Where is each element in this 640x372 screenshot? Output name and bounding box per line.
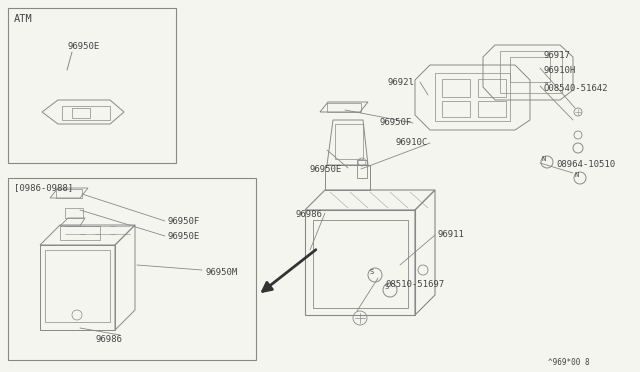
Bar (510, 57, 550, 82)
Text: 08964-10510: 08964-10510 (556, 160, 615, 169)
Text: 96950M: 96950M (205, 268, 237, 277)
Bar (313, 220, 408, 308)
Bar (442, 79, 470, 97)
Text: 96986: 96986 (95, 335, 122, 344)
Text: 08510-51697: 08510-51697 (385, 280, 444, 289)
Bar (62, 106, 110, 120)
Bar (8, 178, 256, 360)
Text: 96950E: 96950E (168, 232, 200, 241)
Text: 96950F: 96950F (168, 217, 200, 226)
Text: 96950F: 96950F (380, 118, 412, 127)
Text: N: N (542, 156, 546, 162)
Text: 96910H: 96910H (543, 66, 575, 75)
Text: 96950E: 96950E (310, 165, 342, 174)
Text: ATM: ATM (14, 14, 33, 24)
Bar (478, 101, 506, 117)
Text: 96911: 96911 (437, 230, 464, 239)
Text: 96950E: 96950E (68, 42, 100, 51)
Bar (435, 73, 510, 121)
Text: ^969*00 8: ^969*00 8 (548, 358, 589, 367)
Text: 96986: 96986 (295, 210, 322, 219)
Bar (357, 160, 367, 178)
Text: 96917: 96917 (543, 51, 570, 60)
Bar (478, 79, 506, 97)
Bar (500, 51, 562, 93)
Text: 9692l: 9692l (388, 78, 415, 87)
Text: N: N (575, 172, 579, 178)
Bar (60, 226, 100, 240)
Bar (56, 189, 82, 198)
Text: S: S (385, 284, 389, 290)
Text: [0986-0988]: [0986-0988] (14, 183, 73, 192)
Text: 96910C: 96910C (395, 138, 428, 147)
Bar (72, 108, 90, 118)
Bar (8, 8, 176, 163)
Bar (45, 250, 110, 322)
Bar (442, 101, 470, 117)
Bar (335, 124, 363, 159)
Text: Õ08540-51642: Õ08540-51642 (543, 84, 607, 93)
Bar (65, 208, 83, 218)
Text: S: S (370, 269, 374, 275)
Bar (327, 103, 361, 112)
